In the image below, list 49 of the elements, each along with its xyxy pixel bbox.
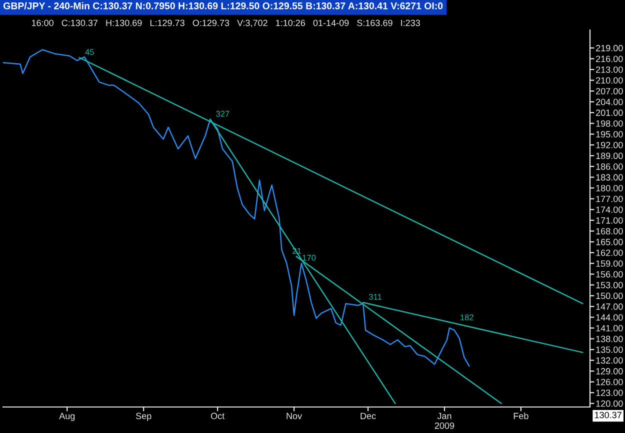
y-tick-label: 195.00 bbox=[596, 131, 623, 138]
x-tick-label: Aug bbox=[59, 412, 75, 421]
y-tick-label: 162.00 bbox=[596, 250, 623, 256]
y-tick-label: 171.00 bbox=[596, 217, 623, 224]
x-tick-label: Oct bbox=[210, 412, 225, 420]
y-tick-label: 198.00 bbox=[596, 120, 623, 127]
y-tick-label: 207.00 bbox=[596, 88, 623, 94]
y-tick-label: 126.00 bbox=[596, 378, 623, 386]
chart-subtitle: 16:00 C:130.37 H:130.69 L:129.73 O:129.73 V:3,702 1:10:26 01-14-09 S:163.69 I:233 bbox=[32, 20, 420, 28]
chart-title: GBP/JPY - 240-Min C:130.37 N:0.7950 H:130.69 L:129.50 O:129.55 B:130.37 A:130.41 V:6271 OI:0 bbox=[4, 2, 443, 10]
y-tick-label: 219.00 bbox=[596, 44, 623, 52]
annotation: 182 bbox=[460, 314, 474, 320]
y-tick-label: 150.00 bbox=[596, 292, 623, 300]
y-tick-label: 132.00 bbox=[596, 357, 623, 364]
y-tick-label: 189.00 bbox=[596, 152, 623, 160]
y-tick-label: 144.00 bbox=[596, 314, 623, 321]
annotation: 170 bbox=[302, 254, 316, 261]
y-tick-label: 180.00 bbox=[596, 184, 623, 192]
y-tick-label: 147.00 bbox=[596, 303, 623, 310]
y-tick-label: 129.00 bbox=[596, 368, 623, 374]
y-tick-label: 174.00 bbox=[596, 206, 623, 213]
y-tick-label: 165.00 bbox=[596, 238, 623, 246]
y-tick-label: 123.00 bbox=[596, 390, 623, 396]
y-tick-label: 213.00 bbox=[596, 66, 623, 73]
y-tick-label: 186.00 bbox=[596, 163, 623, 170]
y-tick-label: 168.00 bbox=[596, 228, 623, 234]
y-tick-label: 192.00 bbox=[596, 142, 623, 148]
text: 130.37 bbox=[594, 412, 622, 418]
y-tick-label: 156.00 bbox=[596, 271, 623, 278]
y-tick-label: 177.00 bbox=[596, 196, 623, 202]
y-tick-label: 201.00 bbox=[596, 110, 623, 116]
y-tick-label: 153.00 bbox=[596, 282, 623, 288]
annotation: 327 bbox=[216, 110, 230, 117]
y-tick-label: 141.00 bbox=[596, 324, 623, 332]
y-tick-label: 135.00 bbox=[596, 346, 623, 353]
x-tick-label: Dec bbox=[360, 412, 376, 420]
annotation: 311 bbox=[368, 294, 382, 300]
y-tick-label: 204.00 bbox=[596, 98, 623, 106]
x-tick-label: Nov bbox=[286, 412, 302, 420]
y-tick-label: 120.00 bbox=[596, 400, 623, 407]
y-tick-label: 159.00 bbox=[596, 260, 623, 267]
x-tick-label: Feb bbox=[514, 412, 528, 420]
y-tick-label: 183.00 bbox=[596, 174, 623, 181]
x-tick-label: Sep bbox=[136, 412, 152, 421]
annotation: 45 bbox=[85, 49, 94, 55]
y-tick-label: 210.00 bbox=[596, 77, 623, 84]
x-tick-label: Jan 2009 bbox=[434, 412, 454, 429]
y-tick-label: 216.00 bbox=[596, 56, 623, 62]
y-tick-label: 138.00 bbox=[596, 336, 623, 342]
